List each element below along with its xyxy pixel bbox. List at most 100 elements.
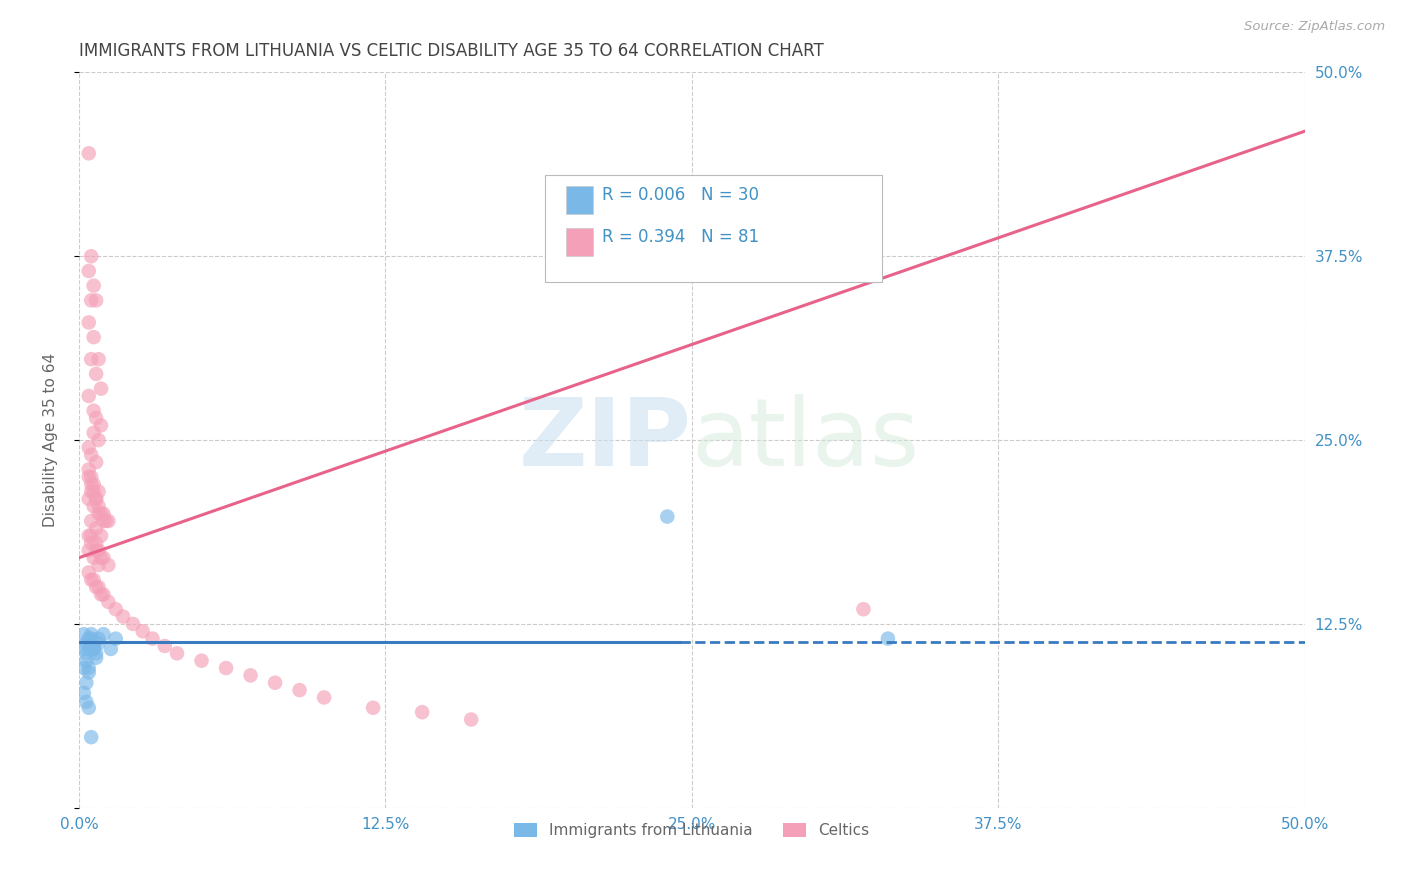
Point <box>90 587 112 601</box>
Point <box>84 455 107 469</box>
Point <box>77 264 100 278</box>
Point <box>877 632 900 646</box>
Point <box>77 529 100 543</box>
Point <box>104 602 127 616</box>
Point <box>166 646 188 660</box>
Point <box>84 367 107 381</box>
Point <box>84 293 107 308</box>
Point <box>361 700 384 714</box>
Point <box>93 514 115 528</box>
Point <box>83 484 105 499</box>
Point <box>93 507 115 521</box>
Point <box>80 448 103 462</box>
Point <box>83 641 105 656</box>
Point <box>80 477 103 491</box>
Point <box>77 491 100 506</box>
Point <box>80 249 103 263</box>
Point <box>84 521 107 535</box>
Bar <box>565 186 592 214</box>
Point <box>83 477 105 491</box>
Point <box>77 441 100 455</box>
Text: R = 0.006   N = 30: R = 0.006 N = 30 <box>602 186 759 204</box>
Point <box>87 433 110 447</box>
Point <box>80 529 103 543</box>
Point <box>87 507 110 521</box>
Text: R = 0.394   N = 81: R = 0.394 N = 81 <box>602 228 759 246</box>
Y-axis label: Disability Age 35 to 64: Disability Age 35 to 64 <box>44 353 58 527</box>
Legend: Immigrants from Lithuania, Celtics: Immigrants from Lithuania, Celtics <box>508 817 876 844</box>
Point <box>77 315 100 329</box>
Point <box>141 632 163 646</box>
Point <box>122 616 145 631</box>
Point <box>83 500 105 514</box>
Point <box>83 425 105 440</box>
Point <box>73 686 96 700</box>
Point <box>93 550 115 565</box>
Point <box>80 730 103 744</box>
Point <box>84 491 107 506</box>
Point <box>100 641 122 656</box>
Point <box>77 146 100 161</box>
Point <box>97 558 120 573</box>
Point <box>852 602 875 616</box>
Point <box>77 389 100 403</box>
Point <box>87 500 110 514</box>
Point <box>80 514 103 528</box>
Text: ZIP: ZIP <box>519 394 692 486</box>
Point <box>94 514 117 528</box>
Point <box>190 654 212 668</box>
Point <box>80 627 103 641</box>
Point <box>93 587 115 601</box>
Point <box>87 543 110 558</box>
Point <box>84 536 107 550</box>
Point <box>87 352 110 367</box>
Point <box>288 683 311 698</box>
Point <box>153 639 176 653</box>
Point <box>104 632 127 646</box>
Point <box>90 418 112 433</box>
Point <box>87 580 110 594</box>
Bar <box>565 228 592 256</box>
Point <box>83 403 105 417</box>
Point <box>97 514 120 528</box>
Point <box>84 646 107 660</box>
Point <box>80 536 103 550</box>
Point <box>75 636 97 650</box>
Point <box>239 668 262 682</box>
Point <box>77 700 100 714</box>
Point <box>80 632 103 646</box>
Point <box>80 352 103 367</box>
Point <box>87 558 110 573</box>
Point <box>75 675 97 690</box>
Text: Source: ZipAtlas.com: Source: ZipAtlas.com <box>1244 20 1385 33</box>
Text: atlas: atlas <box>692 394 920 486</box>
Point <box>215 661 238 675</box>
Point <box>83 573 105 587</box>
Point <box>97 595 120 609</box>
Point <box>411 705 433 719</box>
Point <box>73 627 96 641</box>
Point <box>90 529 112 543</box>
Point <box>83 639 105 653</box>
Point <box>77 470 100 484</box>
Point <box>77 665 100 680</box>
Point <box>87 484 110 499</box>
Point <box>314 690 336 705</box>
Point <box>80 293 103 308</box>
Point <box>77 641 100 656</box>
Point <box>83 278 105 293</box>
Point <box>73 661 96 675</box>
Text: IMMIGRANTS FROM LITHUANIA VS CELTIC DISABILITY AGE 35 TO 64 CORRELATION CHART: IMMIGRANTS FROM LITHUANIA VS CELTIC DISA… <box>79 42 824 60</box>
Point <box>77 462 100 476</box>
Point <box>90 550 112 565</box>
Point <box>264 675 287 690</box>
Point <box>80 573 103 587</box>
Point <box>131 624 153 639</box>
Point <box>90 507 112 521</box>
Point <box>87 636 110 650</box>
Point <box>75 646 97 660</box>
Point <box>80 484 103 499</box>
Point <box>75 654 97 668</box>
Point <box>84 650 107 665</box>
Point <box>83 330 105 344</box>
